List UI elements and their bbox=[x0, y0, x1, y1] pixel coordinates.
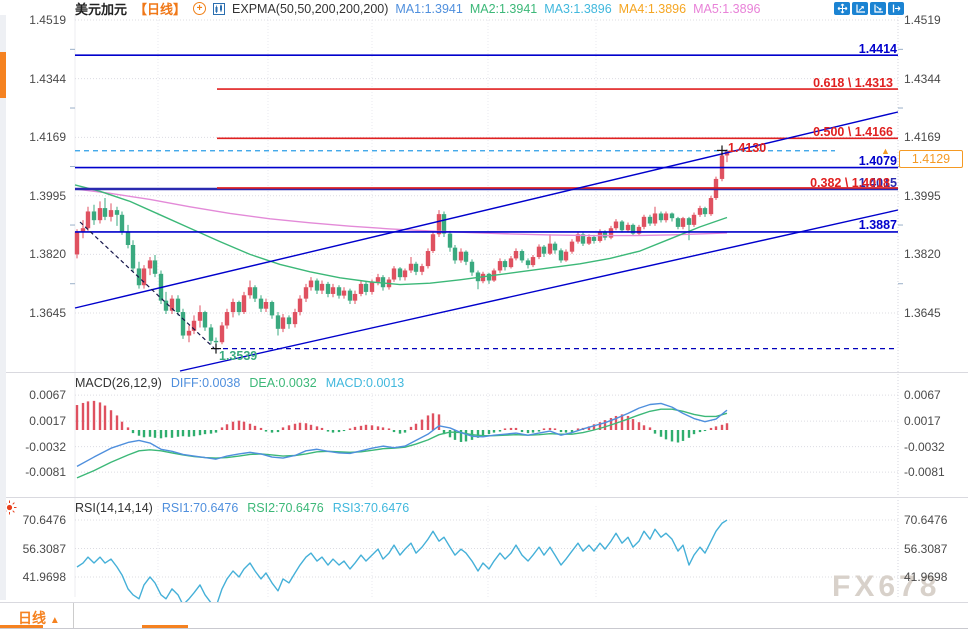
fib-label-382: 0.382 \ 1.4018 bbox=[810, 176, 890, 190]
macd-diff-value: DIFF:0.0038 bbox=[170, 376, 241, 390]
rsi-axis-label-left: 70.6476 bbox=[22, 513, 66, 527]
rsi1-value: RSI1:70.6476 bbox=[161, 501, 239, 515]
level-label-14414: 1.4414 bbox=[858, 42, 897, 56]
price-axis-label-left: 1.4344 bbox=[29, 71, 66, 86]
price-axis-label-left: 1.4169 bbox=[29, 130, 66, 145]
fib-label-618: 0.618 \ 1.4313 bbox=[813, 76, 893, 90]
macd-axis-label-right: -0.0081 bbox=[904, 465, 945, 480]
ma1-value: MA1:1.3941 bbox=[395, 1, 463, 16]
macd-axis-label-left: -0.0032 bbox=[25, 439, 66, 454]
price-marker-icon: ▲ bbox=[881, 146, 890, 156]
zoom-y-axis-icon[interactable] bbox=[870, 2, 886, 15]
add-indicator-icon[interactable]: + bbox=[193, 2, 207, 15]
tab-daily-label: 日线 bbox=[18, 610, 46, 626]
rsi-axis-label-left: 41.9698 bbox=[22, 570, 66, 584]
rsi2-value: RSI2:70.6476 bbox=[247, 501, 324, 515]
left-scrollbar-track[interactable] bbox=[0, 15, 6, 600]
ma5-value: MA5:1.3896 bbox=[693, 1, 761, 16]
watermark: FX678 bbox=[832, 570, 941, 603]
price-axis-label-right: 1.3820 bbox=[904, 247, 941, 262]
macd-axis-label-left: 0.0017 bbox=[29, 414, 66, 429]
macd-axis-label-right: 0.0017 bbox=[904, 414, 941, 429]
rsi-axis-label-right: 56.3087 bbox=[904, 541, 948, 556]
macd-axis-label-left: -0.0081 bbox=[25, 465, 66, 480]
indicator-name: EXPMA(50,50,200,200,200) bbox=[232, 1, 389, 16]
price-axis-label-right: 1.3995 bbox=[904, 188, 941, 203]
price-axis-label-right: 1.4344 bbox=[904, 71, 941, 86]
rsi-axis-label-right: 70.6476 bbox=[904, 513, 948, 527]
macd-axis-label-left: 0.0067 bbox=[29, 388, 66, 403]
price-axis-label-left: 1.3995 bbox=[29, 188, 66, 203]
price-axis-label-right: 1.3645 bbox=[904, 306, 941, 321]
left-scrollbar-thumb[interactable] bbox=[0, 52, 6, 98]
macd-dea-value: DEA:0.0032 bbox=[249, 376, 317, 390]
macd-axis-label-right: 0.0067 bbox=[904, 388, 941, 403]
chevron-up-icon: ▲ bbox=[49, 615, 60, 626]
ma2-value: MA2:1.3941 bbox=[469, 1, 538, 16]
fib-label-500: 0.500 \ 1.4166 bbox=[813, 125, 893, 139]
rsi-title: RSI(14,14,14) bbox=[75, 501, 153, 515]
chart-header: 美元加元 【日线】 + EXPMA(50,50,200,200,200) MA1… bbox=[75, 1, 761, 18]
macd-header: MACD(26,12,9) DIFF:0.0038 DEA:0.0032 MAC… bbox=[75, 376, 404, 390]
price-axis-label-left: 1.4519 bbox=[29, 13, 66, 27]
range-indicator-segment[interactable] bbox=[142, 625, 188, 629]
tab-daily[interactable]: 日线 ▲ bbox=[18, 608, 60, 628]
panel-separator bbox=[0, 497, 968, 498]
high-price-label: 1.4130 bbox=[728, 141, 767, 155]
price-axis-label-right: 1.4519 bbox=[904, 13, 941, 27]
collapse-right-icon[interactable] bbox=[888, 2, 904, 15]
price-axis-label-left: 1.3820 bbox=[29, 247, 66, 262]
tab-separator bbox=[73, 603, 74, 629]
low-price-label: 1.3539 bbox=[219, 349, 258, 363]
symbol-name: 美元加元 bbox=[75, 2, 128, 17]
chart-type-icon[interactable] bbox=[213, 2, 226, 15]
panel-separator bbox=[0, 372, 968, 373]
macd-macd-value: MACD:0.0013 bbox=[325, 376, 405, 390]
ma4-value: MA4:1.3896 bbox=[618, 1, 687, 16]
macd-title: MACD(26,12,9) bbox=[75, 376, 162, 390]
level-label-13887: 1.3887 bbox=[858, 218, 897, 232]
period-label: 【日线】 bbox=[134, 2, 187, 17]
chart-toolbar bbox=[834, 2, 904, 15]
rsi-header: RSI(14,14,14) RSI1:70.6476 RSI2:70.6476 … bbox=[75, 501, 409, 515]
level-label-14015: 1.4015 bbox=[858, 176, 897, 190]
pan-crosshair-icon[interactable] bbox=[834, 2, 850, 15]
price-axis-label-right: 1.4169 bbox=[904, 130, 941, 145]
zoom-x-axis-icon[interactable] bbox=[852, 2, 868, 15]
level-label-14079: 1.4079 bbox=[858, 154, 897, 168]
macd-axis-label-right: -0.0032 bbox=[904, 439, 945, 454]
panel-separator bbox=[0, 602, 968, 603]
rsi-axis-label-right: 41.9698 bbox=[904, 570, 948, 584]
range-indicator-segment[interactable] bbox=[0, 625, 43, 629]
rsi3-value: RSI3:70.6476 bbox=[332, 501, 410, 515]
current-price-box[interactable]: 1.4129 bbox=[899, 150, 963, 168]
timeline-bar: 日线 ▲ bbox=[0, 603, 968, 629]
rsi-axis-label-left: 56.3087 bbox=[22, 541, 66, 556]
ma3-value: MA3:1.3896 bbox=[544, 1, 612, 16]
price-axis-label-left: 1.3645 bbox=[29, 306, 66, 321]
